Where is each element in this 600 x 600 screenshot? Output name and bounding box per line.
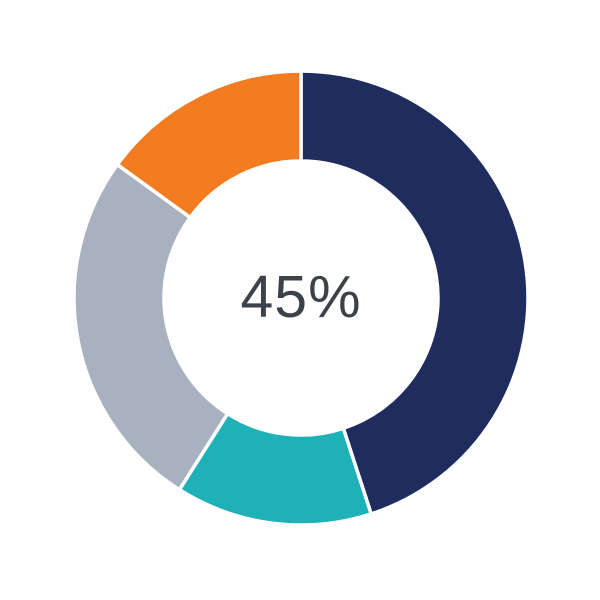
donut-segment-orange: [115, 69, 303, 220]
donut-center-value: 45%: [240, 264, 362, 330]
donut-segment-navy: [299, 69, 530, 516]
donut-segment-gray: [72, 162, 230, 492]
